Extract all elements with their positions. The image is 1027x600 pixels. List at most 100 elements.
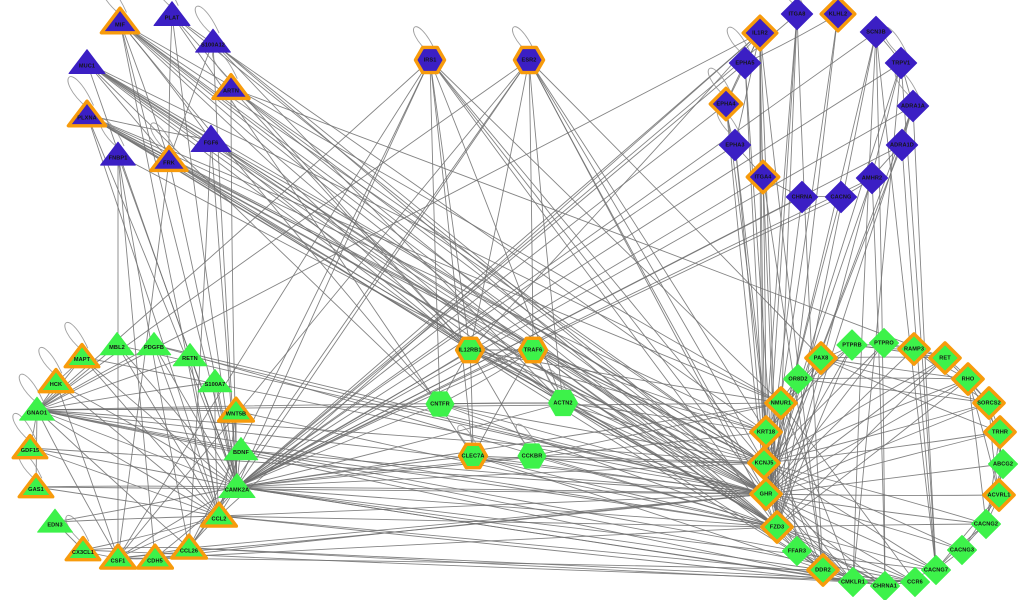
graph-node-itga8[interactable]: ITGA8	[780, 0, 814, 31]
graph-node-clec7a[interactable]: CLEC7A	[457, 442, 489, 470]
node-triangle-shape[interactable]	[149, 144, 189, 173]
node-diamond-shape[interactable]	[972, 386, 1006, 420]
node-diamond-shape[interactable]	[897, 332, 931, 366]
graph-node-cacng[interactable]: CACNG	[824, 180, 858, 214]
node-diamond-shape[interactable]	[780, 0, 814, 31]
node-diamond-shape[interactable]	[983, 415, 1017, 449]
graph-node-amhr2[interactable]: AMHR2	[855, 161, 889, 195]
node-diamond-shape[interactable]	[764, 386, 798, 420]
node-triangle-shape[interactable]	[216, 396, 256, 423]
graph-node-hck[interactable]: HCK	[37, 367, 75, 394]
graph-node-il1r2[interactable]: IL1R2	[741, 14, 779, 52]
node-diamond-shape[interactable]	[782, 363, 814, 395]
nodes-layer[interactable]: MIFPLATS100A12MUC1ARTNPLXNAFGF6FNBP1FRKI…	[11, 0, 1019, 600]
graph-node-chrna1[interactable]: CHRNA1	[869, 570, 901, 600]
graph-node-acvrl1[interactable]: ACVRL1	[982, 478, 1016, 512]
node-diamond-shape[interactable]	[749, 415, 783, 449]
node-diamond-shape[interactable]	[920, 554, 952, 586]
node-diamond-shape[interactable]	[749, 477, 783, 511]
node-triangle-shape[interactable]	[169, 533, 209, 560]
graph-node-edn3[interactable]: EDN3	[37, 508, 73, 533]
graph-node-pdgfb[interactable]: PDGFB	[136, 332, 172, 356]
graph-node-muc1[interactable]: MUC1	[68, 49, 106, 74]
node-diamond-shape[interactable]	[806, 553, 840, 587]
graph-node-plxna[interactable]: PLXNA	[66, 99, 108, 128]
node-diamond-shape[interactable]	[951, 362, 985, 396]
graph-node-wnt5b[interactable]: WNT5B	[216, 396, 256, 423]
node-triangle-shape[interactable]	[17, 472, 55, 499]
node-hexagon-shape[interactable]	[413, 45, 447, 75]
node-triangle-shape[interactable]	[19, 396, 55, 421]
graph-node-cacng3[interactable]: CACNG3	[946, 534, 978, 566]
graph-node-plat[interactable]: PLAT	[153, 1, 191, 26]
node-triangle-shape[interactable]	[37, 508, 73, 533]
node-diamond-shape[interactable]	[804, 341, 838, 375]
node-diamond-shape[interactable]	[837, 566, 869, 598]
node-diamond-shape[interactable]	[708, 86, 744, 122]
node-diamond-shape[interactable]	[928, 341, 962, 375]
graph-node-esr2[interactable]: ESR2	[512, 45, 546, 75]
node-triangle-shape[interactable]	[99, 6, 141, 35]
node-triangle-shape[interactable]	[63, 342, 101, 369]
graph-node-epha4[interactable]: EPHA4	[708, 86, 744, 122]
node-diamond-shape[interactable]	[868, 327, 900, 359]
graph-node-traf6[interactable]: TRAF6	[517, 336, 549, 364]
node-diamond-shape[interactable]	[760, 510, 794, 544]
graph-node-mif[interactable]: MIF	[99, 6, 141, 35]
graph-node-gas1[interactable]: GAS1	[17, 472, 55, 499]
node-hexagon-shape[interactable]	[517, 443, 547, 469]
node-diamond-shape[interactable]	[982, 478, 1016, 512]
node-hexagon-shape[interactable]	[454, 336, 486, 364]
node-hexagon-shape[interactable]	[425, 391, 455, 417]
node-hexagon-shape[interactable]	[517, 336, 549, 364]
node-hexagon-shape[interactable]	[457, 442, 489, 470]
graph-node-il12rb1[interactable]: IL12RB1	[454, 336, 486, 364]
node-diamond-shape[interactable]	[836, 329, 868, 361]
node-diamond-shape[interactable]	[946, 534, 978, 566]
node-diamond-shape[interactable]	[855, 161, 889, 195]
node-diamond-shape[interactable]	[781, 535, 813, 567]
node-triangle-shape[interactable]	[135, 543, 175, 570]
graph-node-trpv1[interactable]: TRPV1	[884, 46, 918, 80]
node-triangle-shape[interactable]	[190, 124, 232, 153]
node-triangle-shape[interactable]	[68, 49, 106, 74]
graph-node-s100a7[interactable]: S100A7	[197, 369, 233, 393]
node-diamond-shape[interactable]	[745, 159, 781, 195]
node-diamond-shape[interactable]	[970, 508, 1002, 540]
node-diamond-shape[interactable]	[884, 46, 918, 80]
node-triangle-shape[interactable]	[64, 535, 102, 562]
node-triangle-shape[interactable]	[66, 99, 108, 128]
graph-node-fnbp1[interactable]: FNBP1	[100, 141, 136, 166]
node-diamond-shape[interactable]	[718, 128, 752, 162]
node-triangle-shape[interactable]	[199, 501, 239, 528]
graph-node-gdf15[interactable]: GDF15	[11, 433, 49, 460]
node-triangle-shape[interactable]	[99, 332, 135, 356]
node-triangle-shape[interactable]	[11, 433, 49, 460]
node-triangle-shape[interactable]	[100, 141, 136, 166]
node-hexagon-shape[interactable]	[512, 45, 546, 75]
node-triangle-shape[interactable]	[195, 28, 231, 53]
node-triangle-shape[interactable]	[223, 437, 259, 461]
node-triangle-shape[interactable]	[136, 332, 172, 356]
node-triangle-shape[interactable]	[197, 369, 233, 393]
node-diamond-shape[interactable]	[728, 46, 762, 80]
node-diamond-shape[interactable]	[747, 446, 781, 480]
graph-node-s100a12[interactable]: S100A12	[195, 28, 231, 53]
node-diamond-shape[interactable]	[824, 180, 858, 214]
node-diamond-shape[interactable]	[741, 14, 779, 52]
node-diamond-shape[interactable]	[987, 448, 1019, 480]
node-hexagon-shape[interactable]	[547, 389, 579, 417]
node-diamond-shape[interactable]	[896, 89, 930, 123]
node-triangle-shape[interactable]	[172, 343, 208, 367]
graph-node-rho[interactable]: RHO	[951, 362, 985, 396]
graph-node-fgf6[interactable]: FGF6	[190, 124, 232, 153]
graph-node-epha3[interactable]: EPHA3	[718, 128, 752, 162]
graph-node-scn3b[interactable]: SCN3B	[859, 15, 893, 49]
node-triangle-shape[interactable]	[218, 473, 256, 498]
graph-node-irs1[interactable]: IRS1	[413, 45, 447, 75]
node-triangle-shape[interactable]	[211, 72, 251, 101]
node-diamond-shape[interactable]	[819, 0, 857, 33]
graph-node-cntfr[interactable]: CNTFR	[425, 391, 455, 417]
